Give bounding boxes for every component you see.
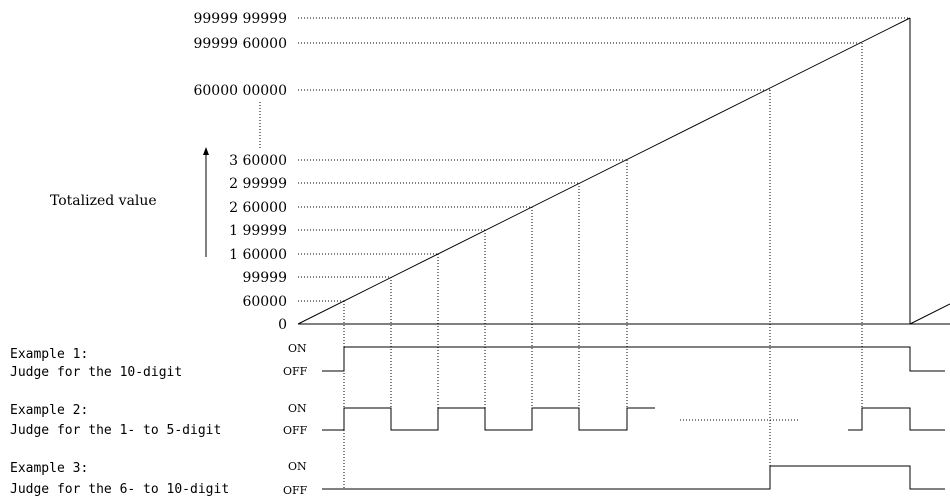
horizontal-reference-lines — [298, 17, 910, 302]
example-2-title: Example 2: — [10, 403, 88, 418]
y-tick-3-60000: 3 60000 — [229, 153, 287, 169]
example-3-waveform — [322, 465, 945, 490]
example-2-off-label: OFF — [283, 424, 308, 437]
example-1-waveform — [322, 346, 945, 372]
example-1-desc: Judge for the 10-digit — [10, 365, 182, 380]
y-tick-60000-00000: 60000 00000 — [193, 83, 287, 99]
y-tick-60000: 60000 — [242, 294, 287, 310]
example-2-waveform-left — [322, 407, 655, 431]
y-tick-0: 0 — [278, 317, 287, 333]
example-3: Example 3: Judge for the 6- to 10-digit … — [10, 460, 945, 497]
example-3-title: Example 3: — [10, 461, 88, 476]
example-2-desc: Judge for the 1- to 5-digit — [10, 423, 221, 438]
y-tick-labels: 99999 99999 99999 60000 60000 00000 3 60… — [193, 11, 287, 333]
example-3-on-label: ON — [288, 460, 307, 473]
example-2-waveform-right — [848, 407, 945, 431]
y-tick-2-60000: 2 60000 — [229, 200, 287, 216]
totalized-value-ramp — [297, 17, 950, 325]
y-tick-99999-99999: 99999 99999 — [193, 11, 287, 27]
example-3-off-label: OFF — [283, 484, 308, 497]
example-3-desc: Judge for the 6- to 10-digit — [10, 482, 229, 497]
example-1-off-label: OFF — [283, 365, 308, 378]
y-tick-99999-60000: 99999 60000 — [193, 36, 287, 52]
y-tick-1-99999: 1 99999 — [229, 223, 287, 239]
example-2: Example 2: Judge for the 1- to 5-digit O… — [10, 402, 945, 438]
example-1-title: Example 1: — [10, 347, 88, 362]
example-1-on-label: ON — [288, 342, 307, 355]
y-tick-99999: 99999 — [242, 270, 287, 286]
y-tick-2-99999: 2 99999 — [229, 176, 287, 192]
example-1: Example 1: Judge for the 10-digit ON OFF — [10, 342, 945, 380]
y-tick-1-60000: 1 60000 — [229, 247, 287, 263]
example-2-on-label: ON — [288, 402, 307, 415]
up-arrow-icon — [203, 147, 209, 257]
y-axis-label: Totalized value — [50, 193, 157, 209]
